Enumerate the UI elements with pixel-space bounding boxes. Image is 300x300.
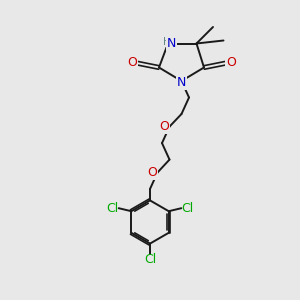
Text: O: O — [226, 56, 236, 70]
Text: N: N — [177, 76, 186, 89]
Text: N: N — [167, 37, 176, 50]
Text: Cl: Cl — [106, 202, 119, 215]
Text: Cl: Cl — [181, 202, 194, 215]
Text: Cl: Cl — [144, 253, 156, 266]
Text: O: O — [159, 120, 169, 133]
Text: O: O — [127, 56, 137, 70]
Text: H: H — [163, 37, 170, 47]
Text: O: O — [147, 166, 157, 179]
